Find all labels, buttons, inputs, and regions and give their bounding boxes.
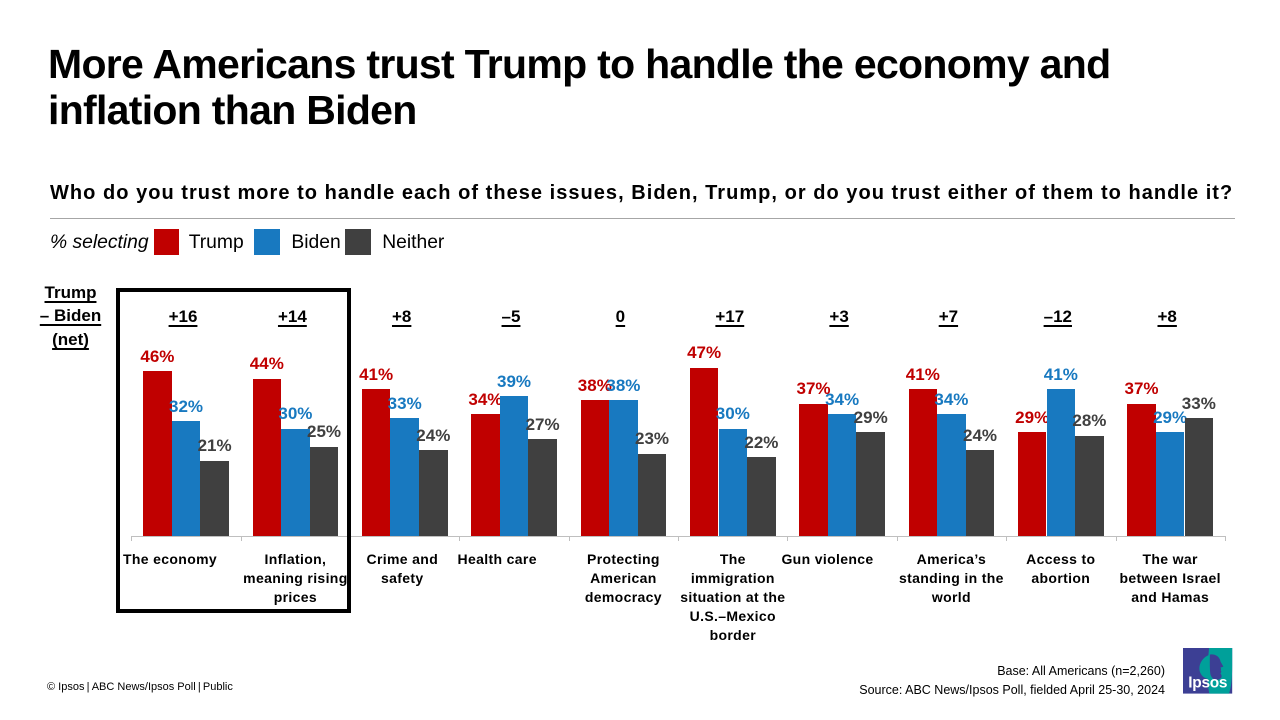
svg-text:Ipsos: Ipsos bbox=[1189, 675, 1228, 692]
